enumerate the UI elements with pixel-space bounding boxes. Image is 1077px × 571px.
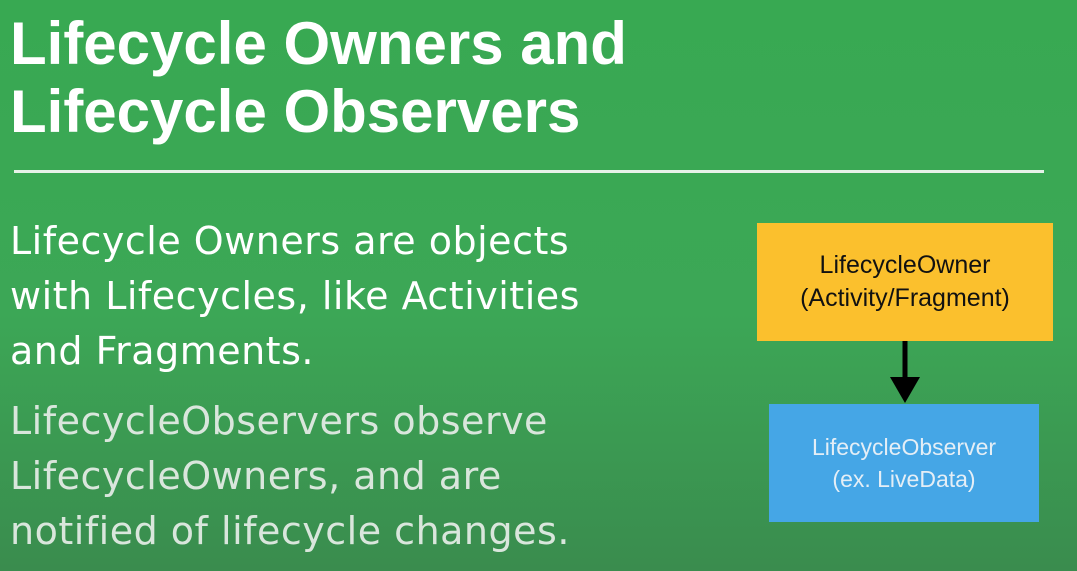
lifecycle-owner-box: LifecycleOwner (Activity/Fragment) [757, 223, 1053, 341]
title-divider [14, 170, 1044, 173]
bullet-2-line-3: notified of lifecycle changes. [10, 509, 570, 553]
slide-title-line-2: Lifecycle Observers [10, 78, 581, 145]
down-arrow-icon [890, 341, 920, 403]
bullet-lifecycle-owners: Lifecycle Owners are objects with Lifecy… [10, 214, 580, 379]
lifecycle-observer-box: LifecycleObserver (ex. LiveData) [769, 404, 1039, 522]
arrow-head [890, 377, 920, 403]
slide-title-line-1: Lifecycle Owners and [10, 10, 627, 77]
arrow-shaft [902, 341, 908, 381]
bullet-1-line-3: and Fragments. [10, 329, 314, 373]
observer-box-label: LifecycleObserver [811, 434, 997, 460]
owner-box-sublabel: (Activity/Fragment) [800, 284, 1010, 312]
bullet-2-line-1: LifecycleObservers observe [10, 399, 548, 443]
bullet-lifecycle-observers: LifecycleObservers observe LifecycleOwne… [10, 394, 570, 559]
bullet-2-line-2: LifecycleOwners, and are [10, 454, 502, 498]
owner-box-label: LifecycleOwner [819, 251, 991, 279]
slide-title: Lifecycle Owners and Lifecycle Observers [10, 10, 627, 146]
bullet-1-line-1: Lifecycle Owners are objects [10, 219, 570, 263]
bullet-1-line-2: with Lifecycles, like Activities [10, 274, 580, 318]
observer-box-sublabel: (ex. LiveData) [832, 466, 976, 492]
